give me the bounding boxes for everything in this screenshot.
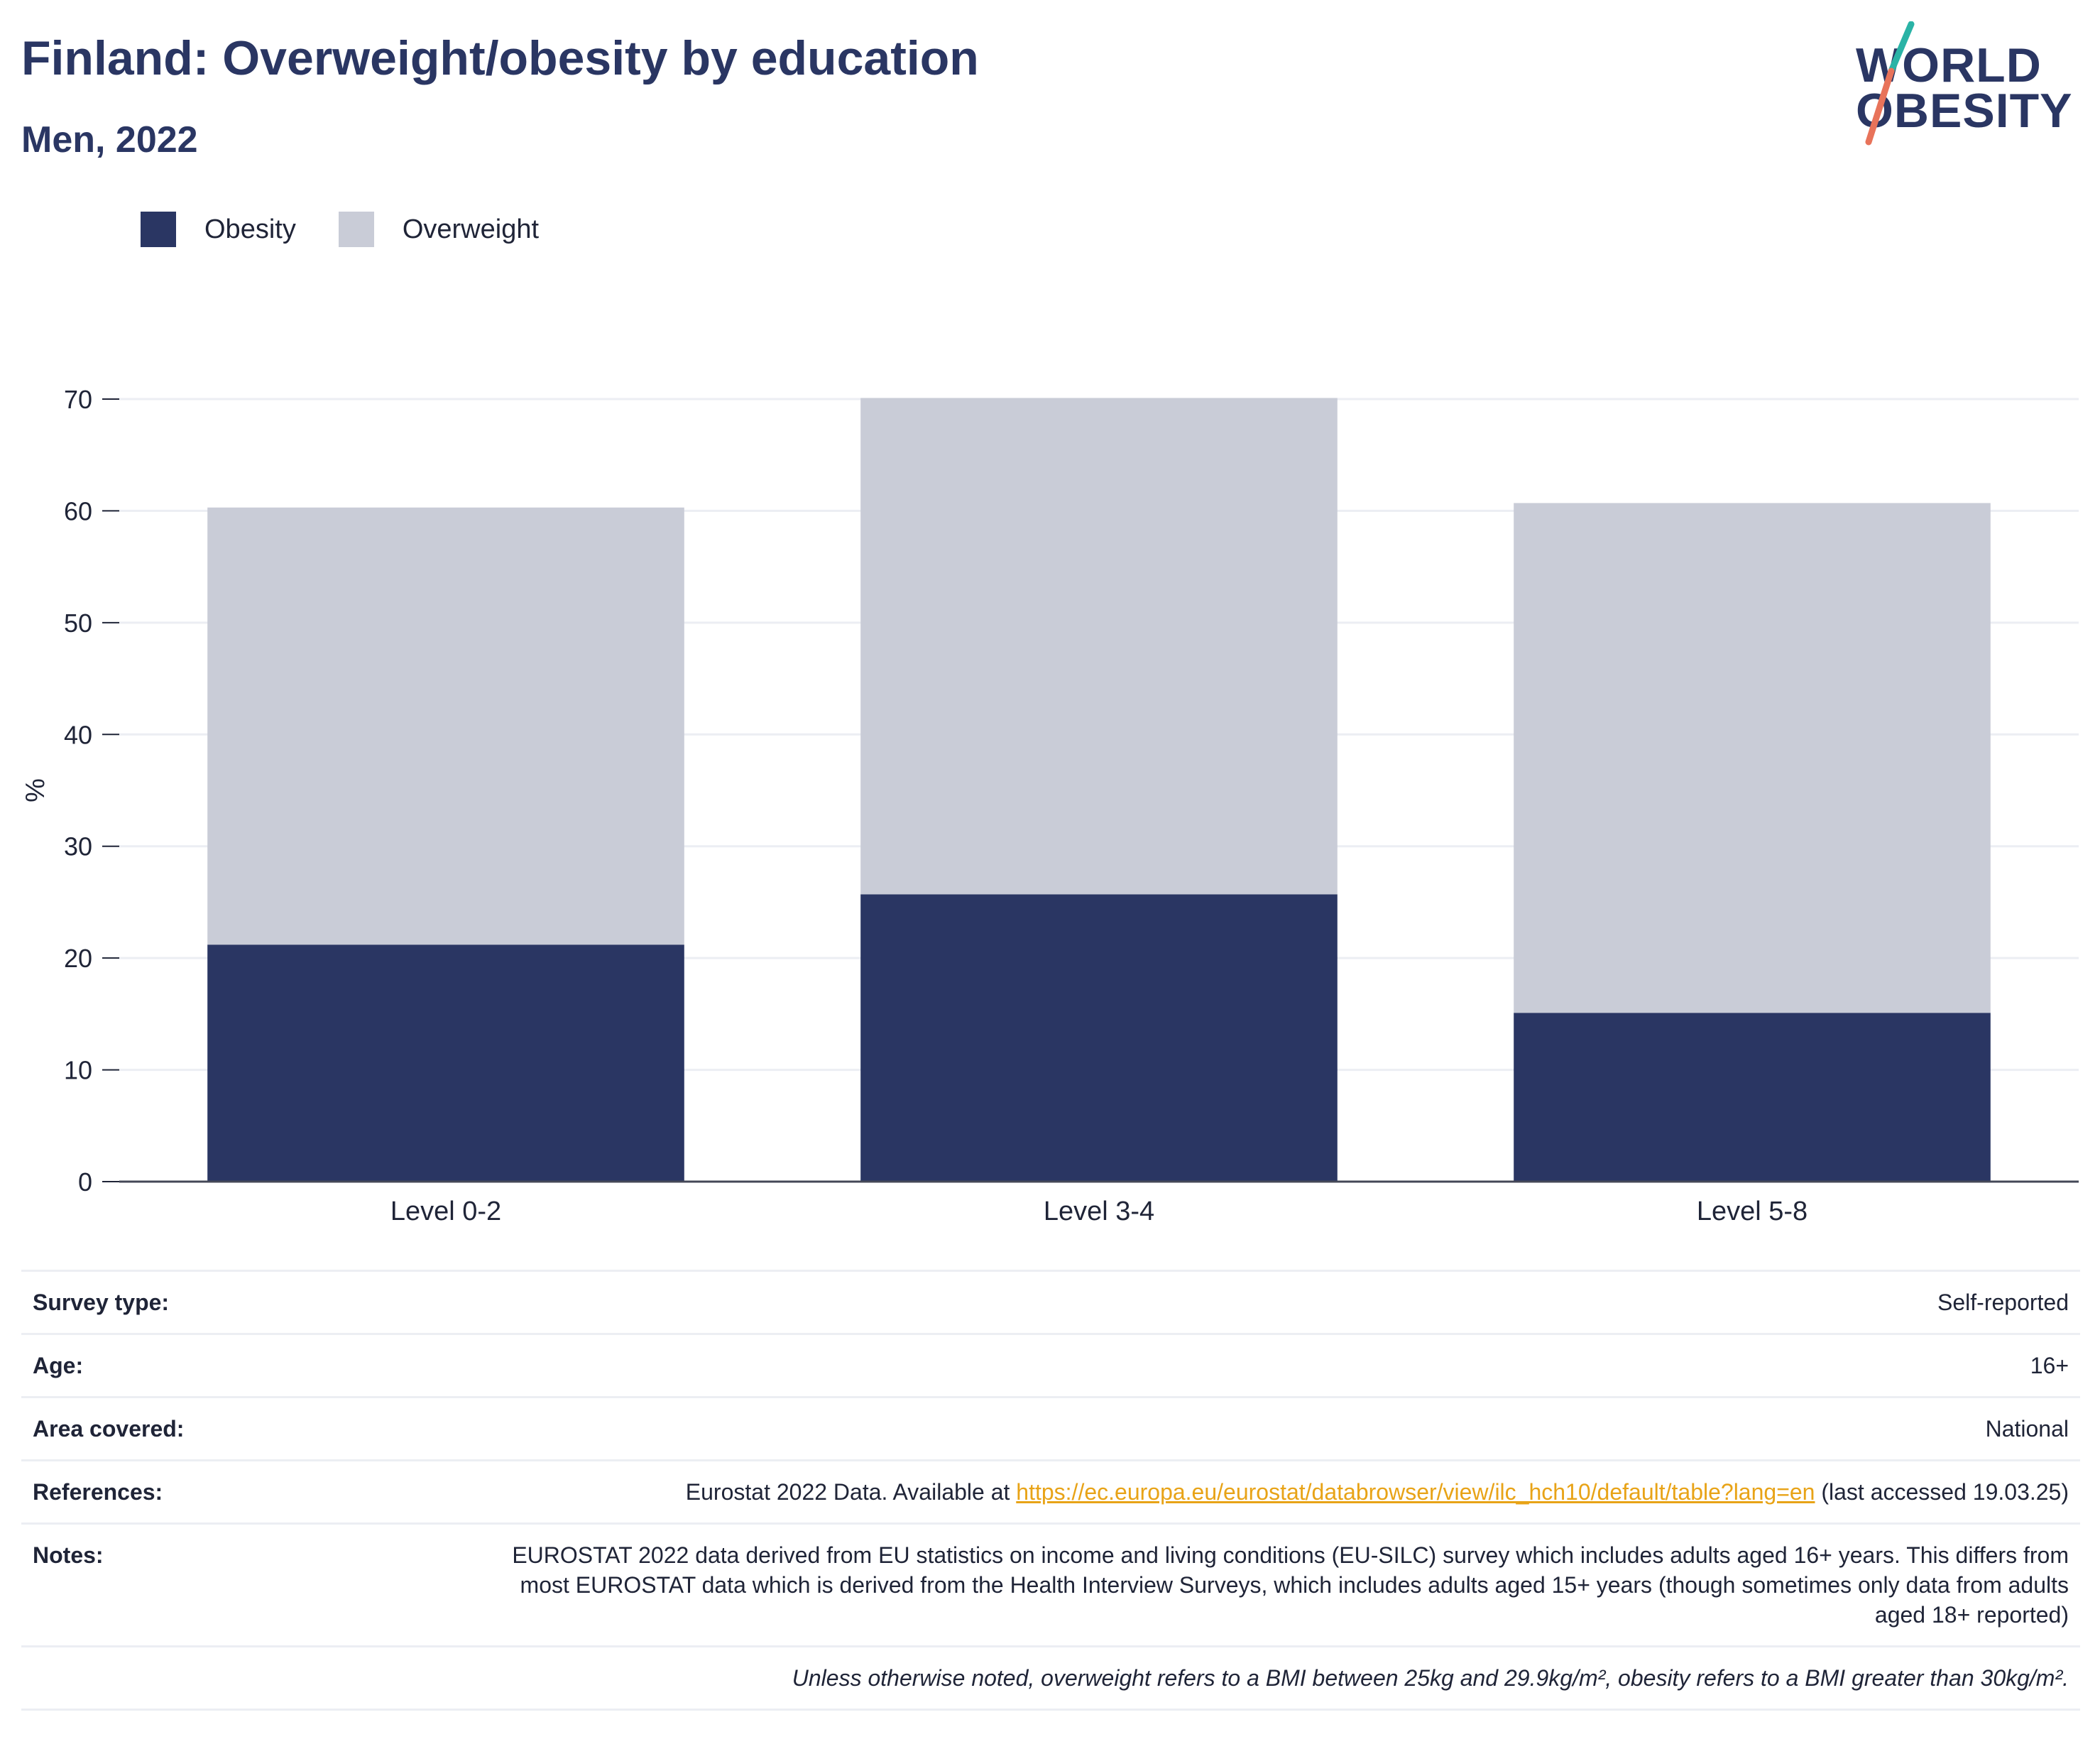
y-axis-title: % [21, 778, 50, 802]
info-label-area: Area covered: [33, 1416, 185, 1442]
info-value-references: Eurostat 2022 Data. Available at https:/… [686, 1477, 2069, 1507]
x-tick-label: Level 3-4 [1044, 1197, 1154, 1221]
legend-item-obesity[interactable]: Obesity [141, 212, 296, 247]
info-row-notes: Notes: EUROSTAT 2022 data derived from E… [21, 1522, 2080, 1645]
info-label-survey-type: Survey type: [33, 1290, 170, 1315]
info-row-footnote: Unless otherwise noted, overweight refer… [21, 1645, 2080, 1711]
y-tick-label: 0 [78, 1167, 92, 1197]
info-label-notes: Notes: [33, 1542, 104, 1568]
bar-overweight-1 [207, 507, 684, 945]
y-tick-label: 50 [64, 609, 92, 638]
page-title: Finland: Overweight/obesity by education [21, 31, 979, 85]
chart-legend: Obesity Overweight [141, 212, 581, 247]
page-subtitle: Men, 2022 [21, 119, 198, 160]
bar-obesity-3 [1514, 1013, 1991, 1182]
x-tick-label: Level 0-2 [390, 1197, 501, 1221]
legend-swatch-overweight [338, 212, 374, 247]
world-obesity-logo: WORLD OBESITY [1846, 21, 2087, 149]
info-value-area: National [1985, 1416, 2069, 1442]
stacked-bar-chart: 0 10 20 30 40 50 60 70% Level 0-2 Level 3-4 Level … [21, 385, 2079, 1221]
info-table: Survey type: Self-reported Age: 16+ Area… [21, 1270, 2080, 1711]
references-prefix: Eurostat 2022 Data. Available at [685, 1479, 1017, 1505]
y-tick-label: 10 [64, 1056, 92, 1085]
y-tick-label: 70 [64, 385, 92, 414]
bmi-footnote: Unless otherwise noted, overweight refer… [792, 1665, 2069, 1691]
bar-obesity-2 [860, 894, 1338, 1182]
legend-item-overweight[interactable]: Overweight [338, 212, 540, 247]
x-tick-label: Level 5-8 [1697, 1197, 1808, 1221]
legend-swatch-obesity [141, 212, 176, 247]
legend-label-overweight: Overweight [402, 214, 540, 244]
info-row-age: Age: 16+ [21, 1333, 2080, 1396]
y-tick-label: 30 [64, 832, 92, 861]
legend-label-obesity: Obesity [204, 214, 296, 244]
references-link[interactable]: https://ec.europa.eu/eurostat/databrowse… [1016, 1479, 1815, 1505]
y-tick-label: 60 [64, 496, 92, 525]
logo-slash-icon [1865, 21, 1915, 146]
info-row-survey-type: Survey type: Self-reported [21, 1270, 2080, 1333]
info-value-notes: EUROSTAT 2022 data derived from EU stati… [512, 1542, 2069, 1628]
info-row-area: Area covered: National [21, 1396, 2080, 1459]
y-tick-label: 20 [64, 944, 92, 973]
info-value-age: 16+ [2030, 1353, 2069, 1378]
bar-obesity-1 [207, 944, 684, 1182]
y-tick-label: 40 [64, 720, 92, 749]
bar-overweight-3 [1514, 503, 1991, 1013]
info-row-references: References: Eurostat 2022 Data. Availabl… [21, 1459, 2080, 1522]
logo-text-line2: OBESITY [1856, 84, 2073, 138]
info-label-age: Age: [33, 1353, 84, 1378]
info-value-survey-type: Self-reported [1937, 1290, 2069, 1315]
info-label-references: References: [33, 1479, 163, 1505]
references-suffix: (last accessed 19.03.25) [1815, 1479, 2069, 1505]
bar-overweight-2 [860, 398, 1338, 895]
